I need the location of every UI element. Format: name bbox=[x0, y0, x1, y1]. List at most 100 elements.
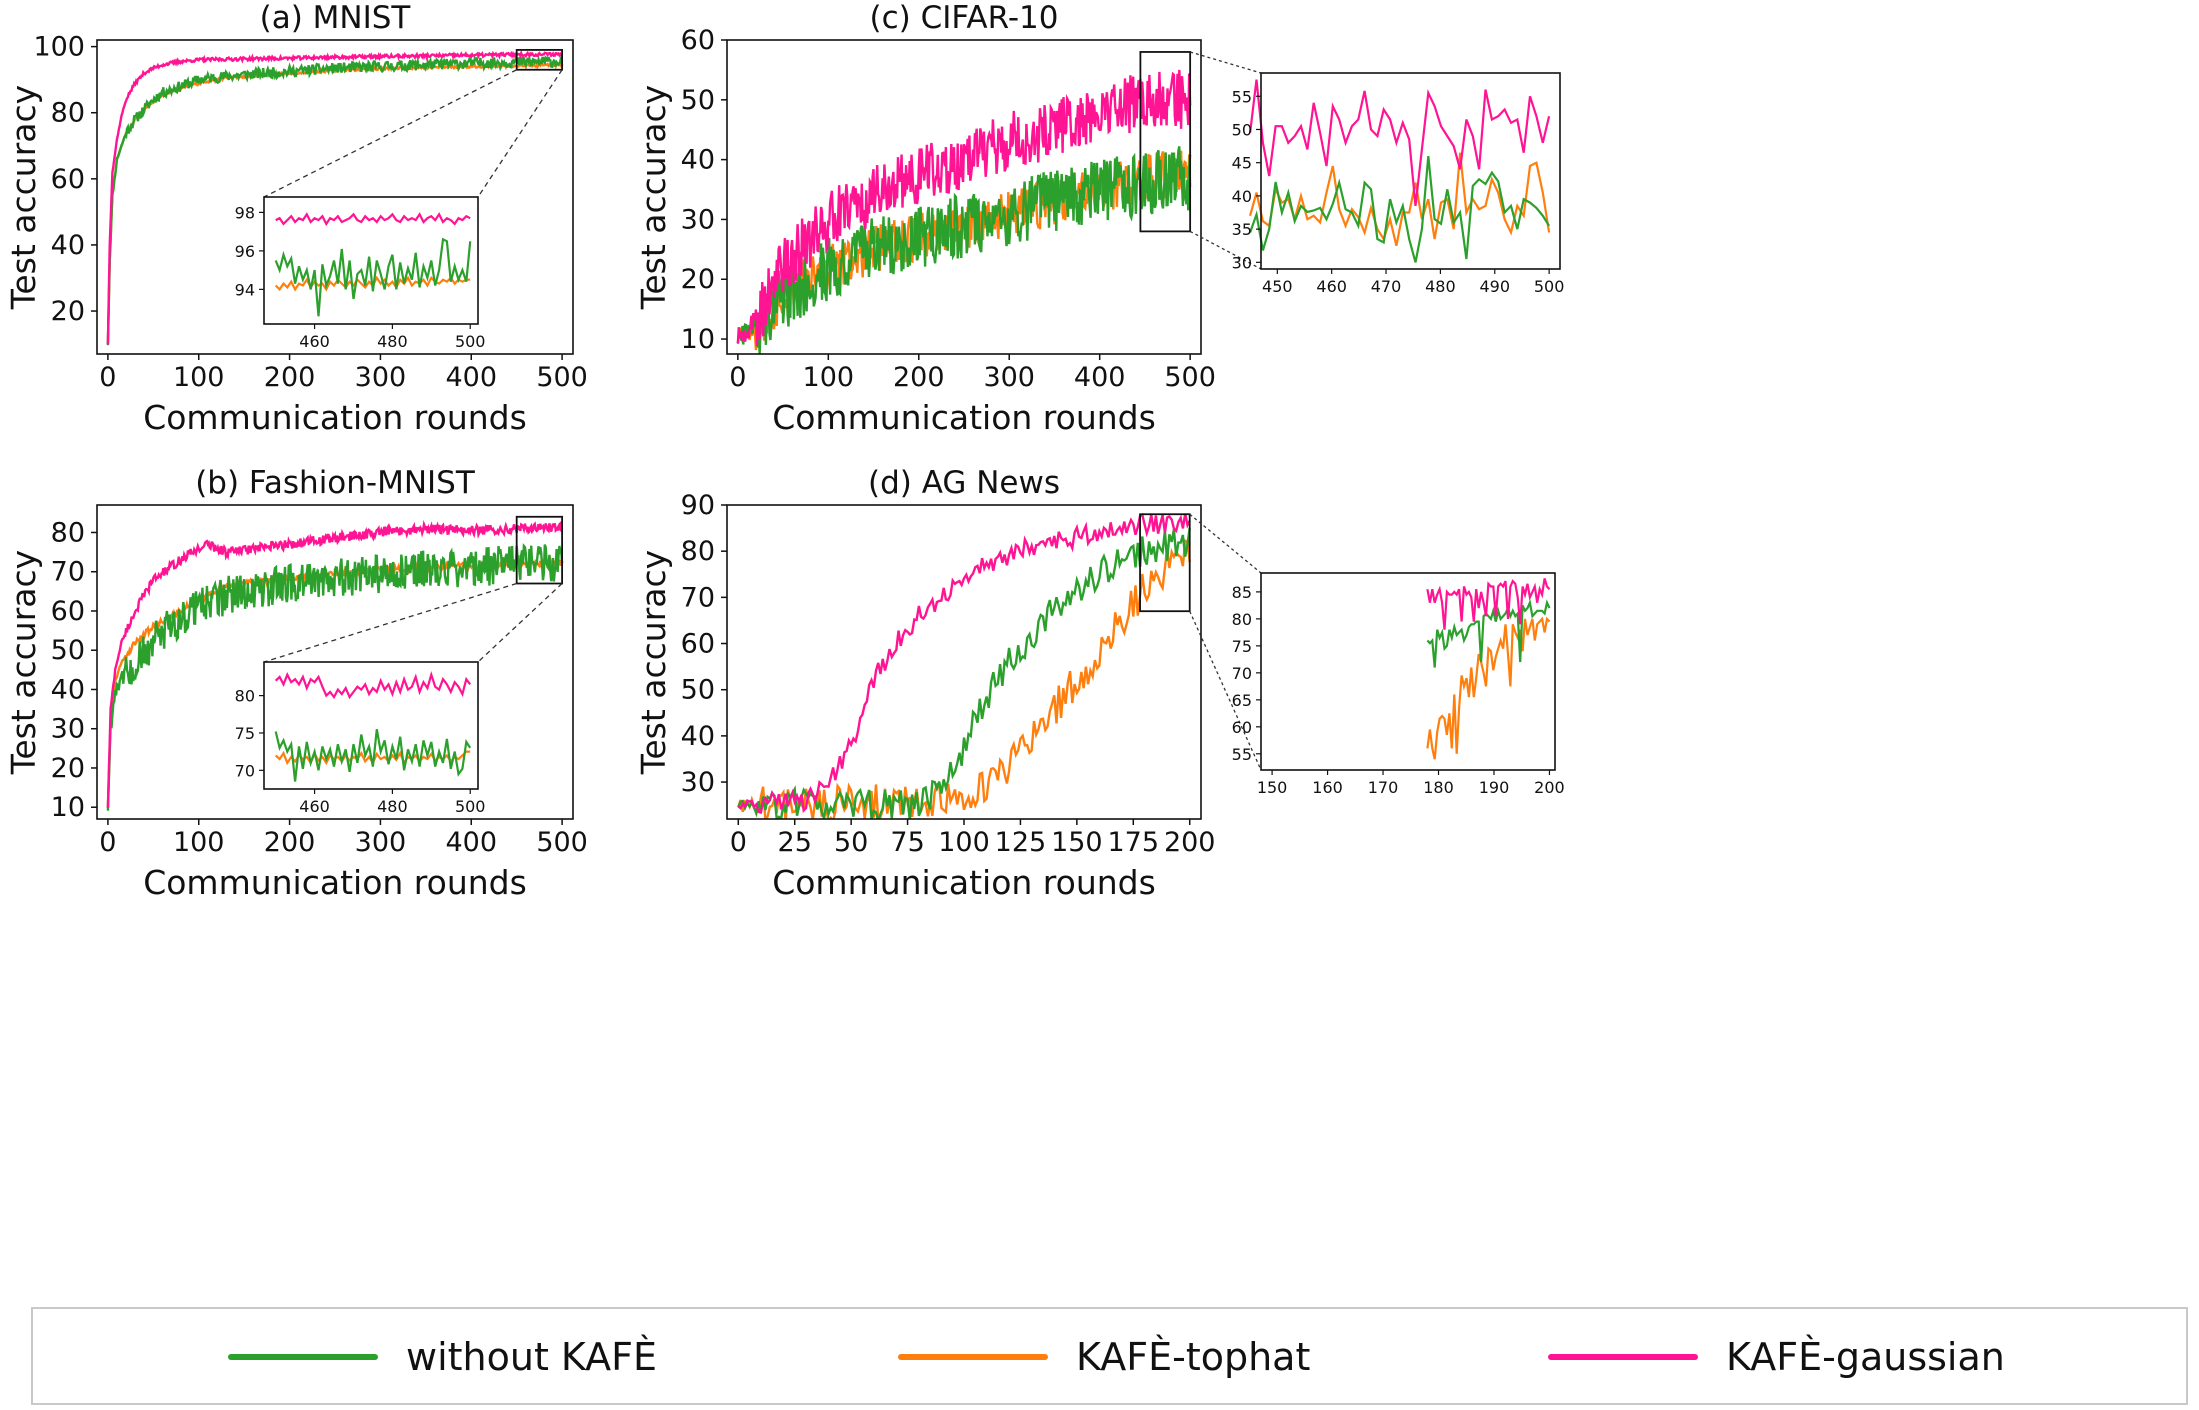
y-tick-label: 10 bbox=[681, 324, 715, 355]
inset-y-tick-label: 70 bbox=[1232, 664, 1252, 683]
chart-title: (d) AG News bbox=[868, 465, 1060, 501]
inset-frame bbox=[263, 661, 479, 790]
series-line-gaussian bbox=[106, 49, 564, 345]
x-tick-label: 0 bbox=[730, 827, 747, 858]
inset-series-line-tophat bbox=[1426, 616, 1551, 760]
inset-x-tick-label: 460 bbox=[1316, 277, 1347, 296]
x-tick-label: 300 bbox=[983, 362, 1035, 393]
x-tick-label: 75 bbox=[890, 827, 924, 858]
x-tick-label: 500 bbox=[536, 827, 588, 858]
zoom-region-box bbox=[1139, 513, 1191, 613]
zoom-connector bbox=[1189, 610, 1262, 771]
inset-x-tick-label: 450 bbox=[1262, 277, 1293, 296]
x-tick-label: 400 bbox=[1074, 362, 1126, 393]
inset-y-tick-label: 30 bbox=[1232, 253, 1252, 272]
x-tick-label: 0 bbox=[729, 362, 746, 393]
series-line-without bbox=[106, 543, 564, 811]
legend-label-tophat: KAFÈ-tophat bbox=[1076, 1335, 1311, 1379]
inset-y-tick-label: 35 bbox=[1232, 220, 1252, 239]
series-line-without bbox=[106, 54, 564, 346]
zoom-connector bbox=[1189, 230, 1262, 270]
y-tick-label: 20 bbox=[51, 296, 85, 327]
inset-y-tick-label: 45 bbox=[1232, 154, 1252, 173]
inset-x-tick-label: 480 bbox=[377, 797, 408, 816]
inset-x-tick-label: 200 bbox=[1534, 778, 1565, 797]
y-axis-label: Test accuracy bbox=[634, 550, 673, 775]
plot-frame bbox=[726, 504, 1202, 820]
zoom-connector bbox=[477, 583, 563, 663]
inset-background bbox=[1261, 573, 1555, 770]
inset-series-line-gaussian bbox=[274, 670, 472, 700]
x-tick-label: 300 bbox=[355, 827, 407, 858]
inset-frame bbox=[1260, 72, 1561, 270]
inset-x-tick-label: 150 bbox=[1257, 778, 1288, 797]
chart-cifar: (c) CIFAR-10 Communication rounds Test acc… bbox=[634, 0, 1564, 437]
inset-x-tick-label: 160 bbox=[1312, 778, 1343, 797]
inset-x-tick-label: 480 bbox=[1425, 277, 1456, 296]
zoom-connector bbox=[263, 582, 517, 663]
plot-frame bbox=[726, 39, 1202, 355]
zoom-region-box bbox=[515, 49, 563, 71]
x-tick-label: 100 bbox=[803, 362, 855, 393]
y-tick-label: 40 bbox=[681, 145, 715, 176]
y-tick-label: 40 bbox=[681, 721, 715, 752]
inset-x-tick-label: 180 bbox=[1423, 778, 1454, 797]
inset-x-tick-label: 470 bbox=[1371, 277, 1402, 296]
inset-y-tick-label: 75 bbox=[1232, 637, 1252, 656]
inset-y-tick-label: 55 bbox=[1232, 87, 1252, 106]
y-tick-label: 50 bbox=[681, 85, 715, 116]
legend-item-gaussian: KAFÈ-gaussian bbox=[1548, 1329, 2005, 1385]
x-axis-label: Communication rounds bbox=[772, 398, 1156, 437]
y-tick-label: 80 bbox=[51, 517, 85, 548]
y-tick-label: 30 bbox=[681, 204, 715, 235]
series-line-tophat bbox=[737, 538, 1191, 819]
inset-x-tick-label: 500 bbox=[1534, 277, 1565, 296]
plot-frame bbox=[96, 504, 574, 820]
legend-item-tophat: KAFÈ-tophat bbox=[898, 1329, 1310, 1385]
inset-y-tick-label: 85 bbox=[1232, 583, 1252, 602]
inset-y-tick-label: 80 bbox=[1232, 610, 1252, 629]
x-tick-label: 25 bbox=[778, 827, 812, 858]
inset-x-tick-label: 500 bbox=[455, 797, 486, 816]
legend-label-gaussian: KAFÈ-gaussian bbox=[1726, 1335, 2005, 1379]
inset-background bbox=[1261, 73, 1560, 269]
chart-mnist: (a) MNIST Communication rounds Test accura… bbox=[4, 0, 588, 437]
inset-x-tick-label: 480 bbox=[377, 332, 408, 351]
legend-item-without: without KAFÈ bbox=[228, 1329, 657, 1385]
y-tick-label: 70 bbox=[51, 557, 85, 588]
y-tick-label: 10 bbox=[51, 792, 85, 823]
y-axis-label: Test accuracy bbox=[634, 85, 673, 310]
inset-frame bbox=[263, 196, 479, 325]
x-tick-label: 100 bbox=[173, 827, 225, 858]
x-tick-label: 200 bbox=[893, 362, 945, 393]
y-tick-label: 70 bbox=[681, 582, 715, 613]
x-tick-label: 175 bbox=[1108, 827, 1160, 858]
inset-x-tick-label: 460 bbox=[299, 797, 330, 816]
y-tick-label: 50 bbox=[681, 675, 715, 706]
inset-x-tick-label: 500 bbox=[455, 332, 486, 351]
y-tick-label: 60 bbox=[681, 629, 715, 660]
plot-frame bbox=[96, 39, 574, 355]
inset-y-tick-label: 55 bbox=[1232, 745, 1252, 764]
x-tick-label: 0 bbox=[99, 362, 116, 393]
inset-y-tick-label: 70 bbox=[235, 761, 255, 780]
inset-series-line-without bbox=[274, 237, 472, 317]
inset-series-line-gaussian bbox=[275, 212, 471, 227]
inset-series-line-without bbox=[1426, 599, 1551, 668]
x-tick-label: 500 bbox=[1164, 362, 1216, 393]
inset-series-line-tophat bbox=[1249, 152, 1551, 246]
y-tick-label: 90 bbox=[681, 490, 715, 521]
legend-swatch-without bbox=[228, 1354, 378, 1360]
legend-swatch-gaussian bbox=[1548, 1354, 1698, 1360]
x-tick-label: 100 bbox=[938, 827, 990, 858]
y-tick-label: 60 bbox=[681, 25, 715, 56]
inset-x-tick-label: 170 bbox=[1368, 778, 1399, 797]
x-tick-label: 300 bbox=[355, 362, 407, 393]
y-tick-label: 20 bbox=[51, 753, 85, 784]
inset-y-tick-label: 98 bbox=[235, 203, 255, 222]
inset-background bbox=[264, 197, 478, 324]
inset-y-tick-label: 65 bbox=[1232, 691, 1252, 710]
chart-title: (a) MNIST bbox=[260, 0, 412, 36]
x-tick-label: 100 bbox=[173, 362, 225, 393]
